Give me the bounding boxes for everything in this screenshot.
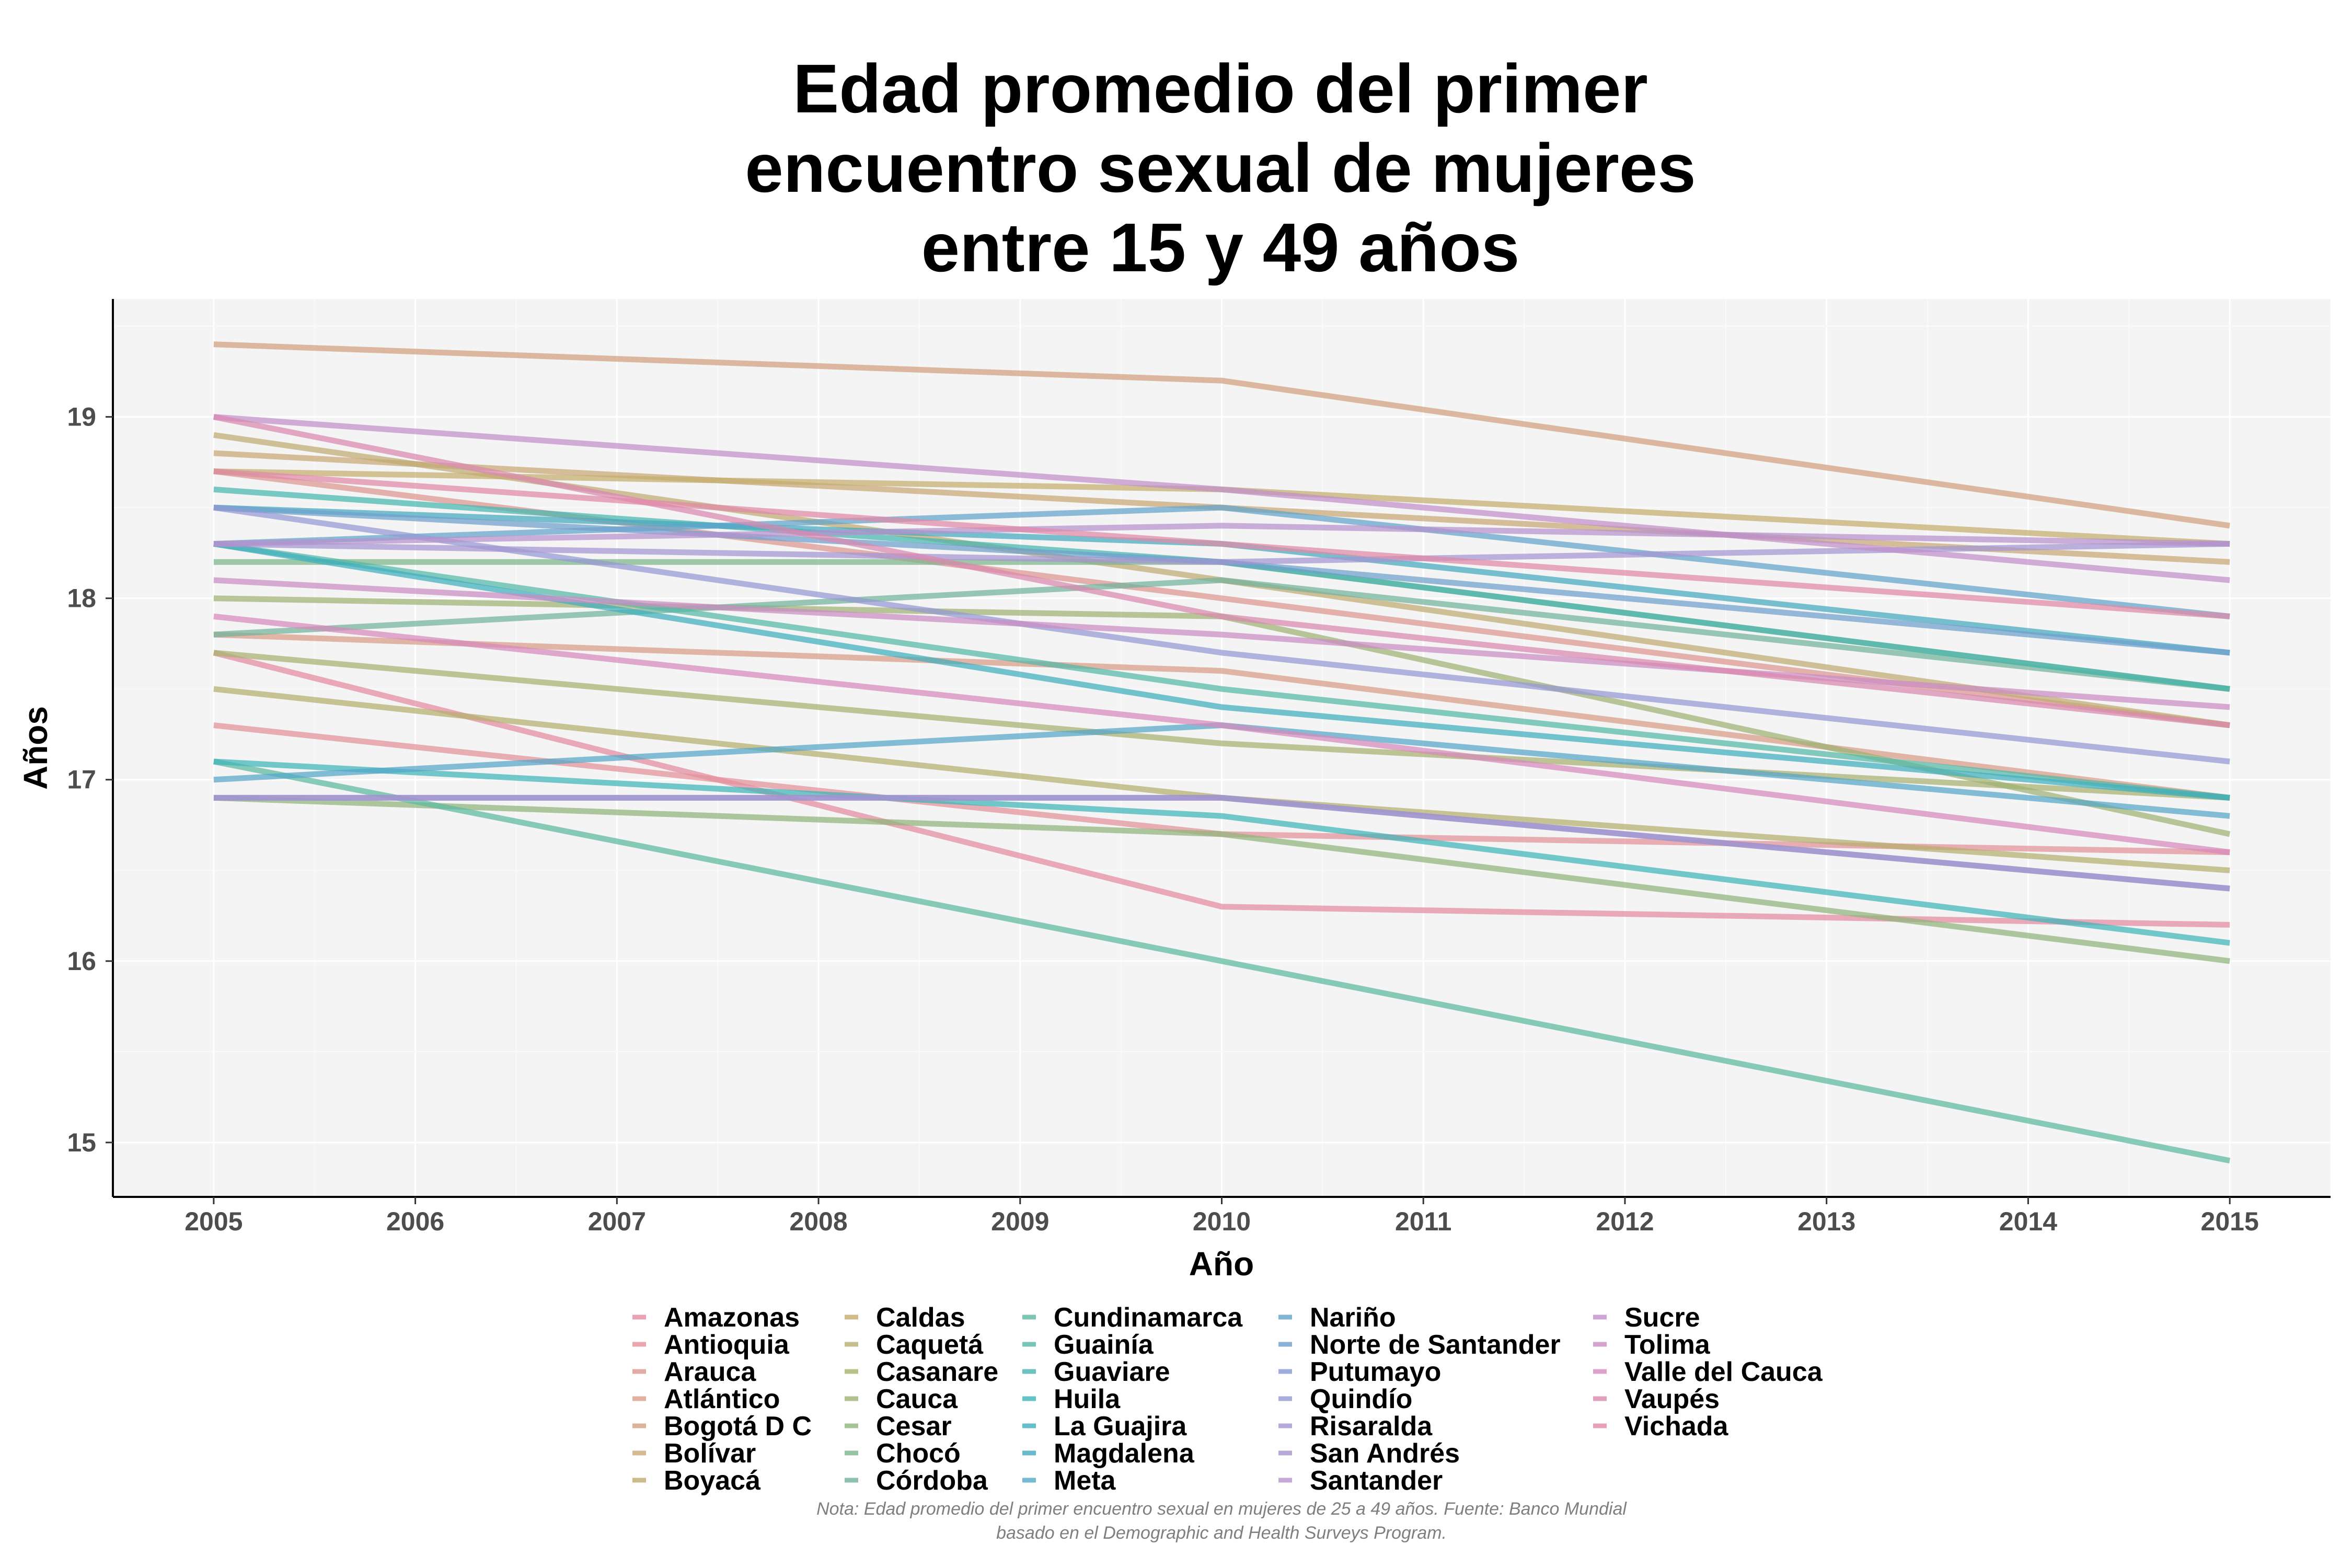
x-tick-label: 2010: [1193, 1207, 1251, 1236]
x-tick-label: 2006: [386, 1207, 444, 1236]
series-line-San Andrés: [213, 794, 2230, 892]
y-tick-label: 19: [67, 402, 96, 432]
x-tick-label: 2012: [1596, 1207, 1654, 1236]
legend-label: Sucre: [1624, 1302, 1700, 1333]
legend-label: Quindío: [1310, 1384, 1412, 1414]
legend-label: Huila: [1054, 1384, 1121, 1414]
series-line-Cundinamarca: [213, 758, 2231, 1163]
x-tick-label: 2007: [588, 1207, 646, 1236]
legend-label: Atlántico: [664, 1384, 780, 1414]
series-line-Cesar: [213, 794, 2230, 964]
x-tick-label: 2011: [1395, 1207, 1451, 1236]
y-tick-label: 17: [67, 765, 96, 794]
legend-label: Amazonas: [664, 1302, 800, 1333]
legend-label: Risaralda: [1310, 1411, 1433, 1442]
x-tick-label: 2008: [789, 1207, 847, 1236]
series-line-Córdoba: [213, 577, 2230, 692]
series-line-Santander: [213, 523, 2230, 547]
legend-label: Chocó: [876, 1438, 961, 1469]
legend-label: Nariño: [1310, 1302, 1396, 1333]
y-axis-ticks: 15 16 17 18 19: [67, 402, 113, 1157]
y-tick-label: 16: [67, 947, 96, 976]
series-line-Bogotá D C: [213, 341, 2230, 529]
x-tick-label: 2014: [1999, 1207, 2057, 1236]
legend-label: Bogotá D C: [664, 1411, 812, 1442]
legend-label: Córdoba: [876, 1466, 988, 1496]
legend-label: Bolívar: [664, 1438, 756, 1469]
x-axis-ticks: 2005 2006 2007 2008 2009 2010 2011 2012 2013 2014…: [185, 1197, 2259, 1236]
legend-label: Cesar: [876, 1411, 952, 1442]
series-line-Atlántico: [213, 631, 2230, 801]
caption-line-2: basado en el Demographic and Health Surv…: [996, 1523, 1447, 1543]
caption-line-1: Nota: Edad promedio del primer encuentro…: [816, 1499, 1627, 1519]
legend-label: Valle del Cauca: [1624, 1357, 1823, 1387]
legend-label: Tolima: [1624, 1330, 1711, 1360]
series-lines: [213, 341, 2231, 1163]
legend-label: Caldas: [876, 1302, 965, 1333]
series-line-Nariño: [213, 504, 2230, 619]
series-line-Guainía: [213, 541, 2230, 801]
legend-label: Meta: [1054, 1466, 1116, 1496]
series-line-Vichada: [213, 468, 2230, 619]
series-line-Vaupés: [213, 414, 2230, 729]
legend-label: Guainía: [1054, 1330, 1154, 1360]
legend-label: Vaupés: [1624, 1384, 1720, 1414]
legend-label: Antioquia: [664, 1330, 790, 1360]
x-tick-label: 2009: [991, 1207, 1049, 1236]
series-line-Tolima: [213, 577, 2230, 710]
legend-label: San Andrés: [1310, 1438, 1460, 1469]
y-tick-label: 18: [67, 584, 96, 613]
legend-label: Caquetá: [876, 1330, 984, 1360]
legend-label: Cundinamarca: [1054, 1302, 1243, 1333]
legend-label: Boyacá: [664, 1466, 761, 1496]
legend-label: Arauca: [664, 1357, 756, 1387]
series-line-Sucre: [213, 414, 2230, 583]
legend-label: La Guajira: [1054, 1411, 1187, 1442]
legend-label: Vichada: [1624, 1411, 1729, 1442]
legend-label: Casanare: [876, 1357, 998, 1387]
chart-title-line-3: entre 15 y 49 años: [921, 209, 1520, 286]
chart-title-line-2: encuentro sexual de mujeres: [745, 130, 1696, 206]
x-tick-label: 2013: [1797, 1207, 1855, 1236]
series-line-Huila: [213, 758, 2230, 946]
legend-label: Cauca: [876, 1384, 958, 1414]
series-line-Quindío: [213, 504, 2230, 765]
legend-label: Magdalena: [1054, 1438, 1195, 1469]
legend-label: Guaviare: [1054, 1357, 1170, 1387]
chart-title-line-1: Edad promedio del primer: [793, 50, 1648, 127]
series-line-Valle del Cauca: [213, 613, 2230, 856]
y-axis-title: Años: [17, 706, 54, 790]
legend-label: Norte de Santander: [1310, 1330, 1561, 1360]
x-tick-label: 2015: [2201, 1207, 2259, 1236]
x-tick-label: 2005: [185, 1207, 243, 1236]
legend-label: Santander: [1310, 1466, 1443, 1496]
legend-label: Putumayo: [1310, 1357, 1441, 1387]
x-axis-title: Año: [1189, 1245, 1254, 1283]
y-tick-label: 15: [67, 1128, 96, 1157]
series-line-Casanare: [213, 650, 2230, 801]
